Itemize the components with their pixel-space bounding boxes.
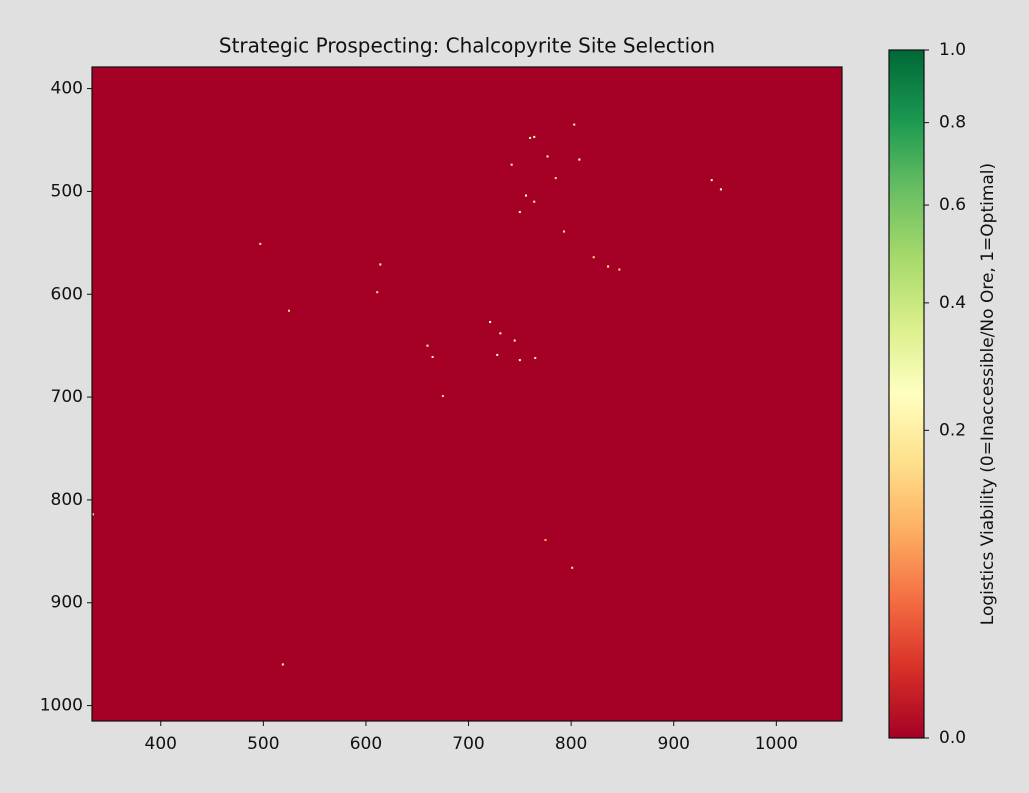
x-tick-label: 600 [350, 734, 382, 754]
heatmap-cell [287, 309, 291, 312]
heatmap-cell [618, 268, 621, 271]
colorbar-tick-label: 0.6 [939, 195, 966, 215]
heatmap-cell [92, 513, 95, 516]
heatmap-cell [571, 566, 574, 569]
colorbar-label: Logistics Viability (0=Inaccessible/No O… [978, 163, 998, 625]
heatmap-cell [431, 355, 434, 359]
heatmap-cell [529, 136, 532, 139]
heatmap-cell [510, 163, 513, 166]
heatmap-cell [518, 210, 521, 214]
x-tick-label: 700 [452, 734, 484, 754]
colorbar-tick-label: 0.8 [939, 113, 966, 133]
heatmap-background [92, 67, 842, 721]
heatmap-cell [544, 538, 547, 542]
heatmap-cell [710, 179, 713, 182]
colorbar-tick-label: 1.0 [939, 40, 966, 60]
heatmap-cell [578, 158, 581, 161]
y-tick-label: 400 [51, 79, 83, 99]
plot-frame [91, 66, 843, 722]
x-tick-label: 400 [145, 734, 177, 754]
heatmap-cell [281, 663, 284, 666]
x-tick-label: 500 [247, 734, 279, 754]
heatmap-cell [379, 263, 382, 266]
y-tick-label: 600 [51, 284, 83, 304]
heatmap-cell [719, 188, 722, 191]
y-tick-label: 900 [51, 593, 83, 613]
colorbar-tick-label: 0.0 [939, 728, 966, 748]
colorbar-tick-label: 0.4 [939, 293, 966, 313]
heatmap-cell [533, 200, 536, 203]
heatmap-cell [546, 155, 549, 158]
heatmap-cell [513, 339, 516, 342]
y-tick-label: 500 [51, 181, 83, 201]
x-tick-label: 1000 [755, 734, 798, 754]
heatmap-cell [533, 135, 536, 138]
heatmap-cell [562, 230, 565, 233]
chart-title: Strategic Prospecting: Chalcopyrite Site… [219, 34, 715, 58]
x-tick-label: 800 [555, 734, 587, 754]
x-tick-label: 900 [658, 734, 690, 754]
heatmap-cell [607, 265, 610, 268]
y-tick-label: 800 [51, 490, 83, 510]
heatmap-cell [496, 353, 499, 356]
heatmap-cell [592, 256, 595, 259]
colorbar-tick-label: 0.2 [939, 420, 966, 440]
heatmap-cell [518, 359, 521, 362]
colorbar [888, 49, 925, 739]
heatmap-cell [499, 332, 502, 335]
heatmap-cell [534, 356, 537, 360]
heatmap-cell [489, 320, 492, 324]
y-tick-label: 1000 [40, 696, 83, 716]
heatmap-cell [554, 177, 557, 180]
heatmap-cell [573, 123, 576, 126]
heatmap-cell [376, 291, 379, 294]
heatmap-cell [259, 242, 262, 245]
heatmap-cell [524, 194, 528, 197]
y-tick-label: 700 [51, 387, 83, 407]
heatmap-cell [441, 395, 444, 398]
heatmap-cell [426, 344, 429, 347]
